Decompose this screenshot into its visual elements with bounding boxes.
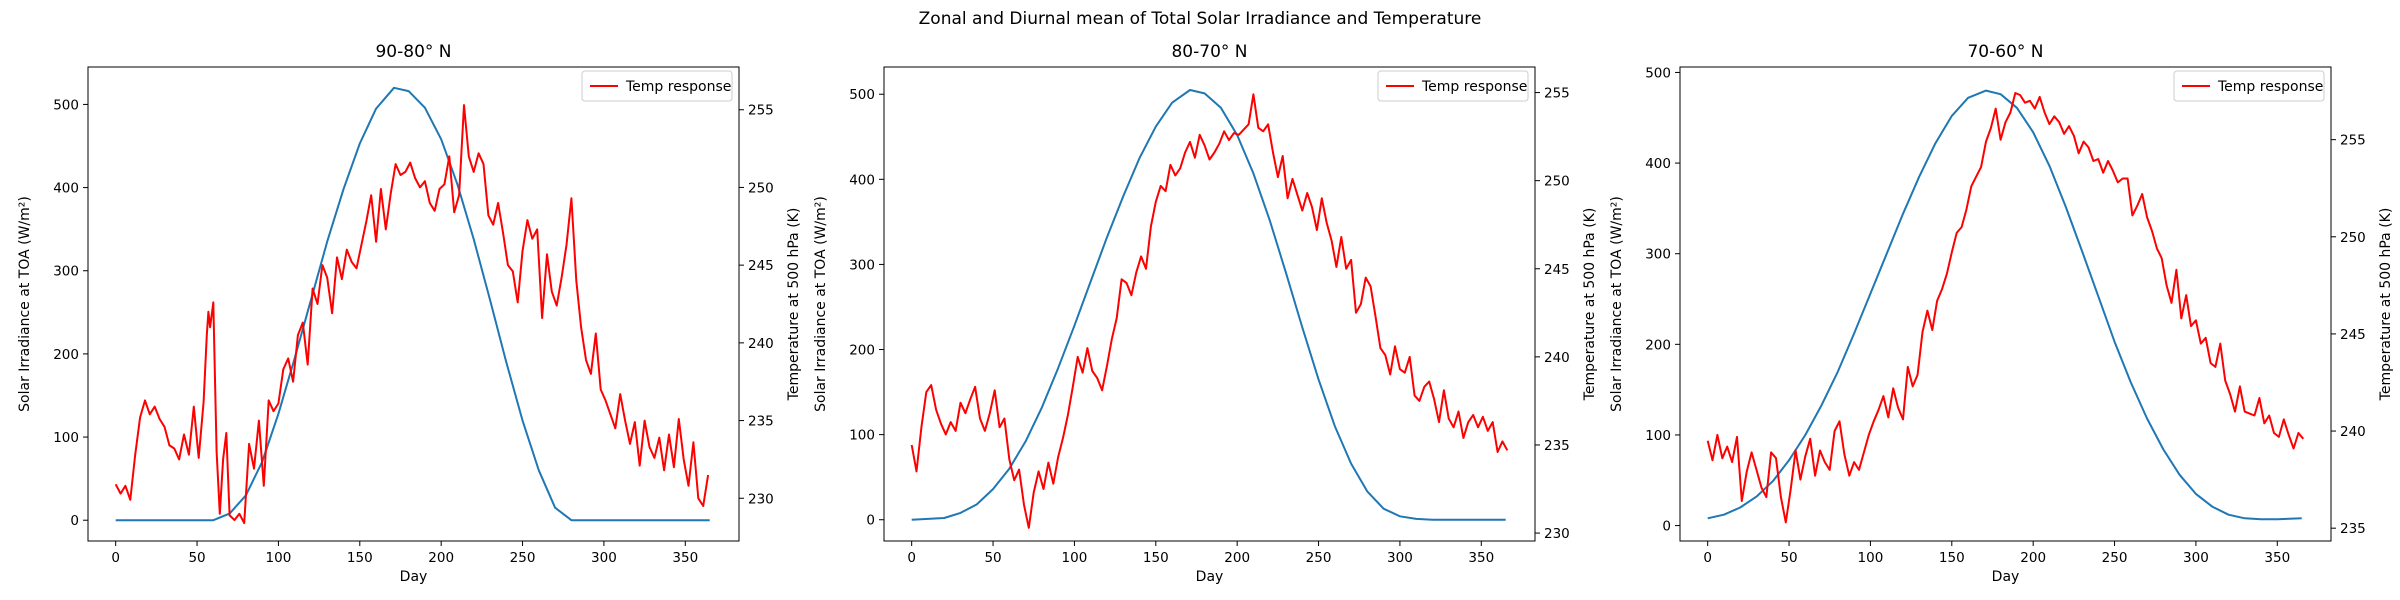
x-tick-label: 150 <box>1143 550 1169 566</box>
x-tick-label: 200 <box>428 550 454 566</box>
y-right-tick-label: 235 <box>2340 521 2366 537</box>
x-tick-label: 100 <box>1858 550 1884 566</box>
x-tick-label: 150 <box>347 550 373 566</box>
y-left-tick-label: 0 <box>1662 519 1671 535</box>
y-right-tick-label: 245 <box>1544 262 1570 278</box>
y-left-tick-label: 200 <box>1645 337 1671 353</box>
legend-box <box>581 70 733 102</box>
y-left-tick-label: 400 <box>1645 156 1671 172</box>
y-right-axis-label: Temperature at 500 hPa (K) <box>786 208 802 402</box>
x-tick-label: 250 <box>1306 550 1332 566</box>
temp-response-line <box>114 104 710 525</box>
x-tick-label: 100 <box>1062 550 1088 566</box>
x-tick-label: 250 <box>2102 550 2128 566</box>
y-right-tick-label: 255 <box>748 103 774 119</box>
x-axis-label: Day <box>1992 569 2020 585</box>
temp-response-line <box>1706 92 2305 524</box>
y-left-tick-label: 300 <box>1645 247 1671 263</box>
y-right-tick-label: 240 <box>748 336 774 352</box>
y-right-tick-label: 255 <box>1544 86 1570 102</box>
legend-label-temp: Temp response <box>625 79 731 95</box>
y-left-tick-label: 300 <box>53 264 79 280</box>
y-right-tick-label: 230 <box>748 491 774 507</box>
temp-response-line <box>910 93 1509 529</box>
x-tick-label: 300 <box>2183 550 2209 566</box>
y-left-tick-label: 100 <box>1645 428 1671 444</box>
legend: Temp response <box>2173 70 2325 102</box>
y-left-tick-label: 500 <box>53 97 79 113</box>
x-tick-label: 100 <box>266 550 292 566</box>
plot-frame <box>883 66 1536 542</box>
y-right-tick-label: 250 <box>748 180 774 196</box>
x-tick-label: 200 <box>1224 550 1250 566</box>
y-left-axis-label: Solar Irradiance at TOA (W/m²) <box>813 196 829 412</box>
y-right-tick-label: 240 <box>1544 350 1570 366</box>
y-left-tick-label: 100 <box>849 428 875 444</box>
y-right-axis-label: Temperature at 500 hPa (K) <box>1582 208 1598 402</box>
x-tick-label: 50 <box>1780 550 1797 566</box>
y-left-tick-label: 200 <box>53 347 79 363</box>
y-right-tick-label: 245 <box>2340 327 2366 343</box>
solar-irradiance-line <box>911 89 1506 521</box>
x-tick-label: 350 <box>672 550 698 566</box>
y-left-tick-label: 0 <box>70 513 79 529</box>
y-left-tick-label: 500 <box>849 87 875 103</box>
legend-label-temp: Temp response <box>1421 79 1527 95</box>
y-left-tick-label: 400 <box>849 172 875 188</box>
legend-label-temp: Temp response <box>2217 79 2323 95</box>
y-left-tick-label: 100 <box>53 430 79 446</box>
panel-1: 0 50 100 150 200 250 300 350 0 100 200 300 400 500 230… <box>17 42 802 585</box>
x-tick-label: 300 <box>1387 550 1413 566</box>
y-left-axis-label: Solar Irradiance at TOA (W/m²) <box>17 196 33 412</box>
panel-title: 80-70° N <box>1171 42 1247 62</box>
y-right-tick-label: 235 <box>1544 438 1570 454</box>
x-tick-label: 300 <box>591 550 617 566</box>
x-tick-label: 0 <box>1703 550 1712 566</box>
panel-title: 90-80° N <box>375 42 451 62</box>
y-right-tick-label: 235 <box>748 414 774 430</box>
y-right-tick-label: 250 <box>1544 174 1570 190</box>
legend-box <box>1377 70 1529 102</box>
x-tick-label: 150 <box>1939 550 1965 566</box>
y-right-tick-label: 245 <box>748 258 774 274</box>
legend-box <box>2173 70 2325 102</box>
x-tick-label: 350 <box>1468 550 1494 566</box>
x-tick-label: 50 <box>188 550 205 566</box>
plot-frame <box>87 66 740 542</box>
x-axis-label: Day <box>400 569 428 585</box>
solar-irradiance-line <box>115 86 710 522</box>
x-tick-label: 350 <box>2264 550 2290 566</box>
y-right-tick-label: 255 <box>2340 133 2366 149</box>
y-right-tick-label: 230 <box>1544 526 1570 542</box>
x-axis-label: Day <box>1196 569 1224 585</box>
panel-2: 0 50 100 150 200 250 300 350 0 100 200 300 400 500 230… <box>813 42 1598 585</box>
y-right-axis-label: Temperature at 500 hPa (K) <box>2378 208 2394 402</box>
figure-suptitle: Zonal and Diurnal mean of Total Solar Ir… <box>919 9 1482 29</box>
x-tick-label: 0 <box>907 550 916 566</box>
y-left-tick-label: 200 <box>849 343 875 359</box>
legend: Temp response <box>581 70 733 102</box>
panel-title: 70-60° N <box>1967 42 2043 62</box>
x-tick-label: 0 <box>111 550 120 566</box>
y-left-tick-label: 300 <box>849 257 875 273</box>
solar-irradiance-line <box>1707 89 2302 521</box>
plot-frame <box>1679 66 2332 542</box>
x-tick-label: 200 <box>2020 550 2046 566</box>
y-right-tick-label: 240 <box>2340 424 2366 440</box>
y-left-tick-label: 400 <box>53 181 79 197</box>
x-tick-label: 50 <box>984 550 1001 566</box>
panel-3: 0 50 100 150 200 250 300 350 0 100 200 300 400 500 235… <box>1609 42 2394 585</box>
y-left-tick-label: 0 <box>866 513 875 529</box>
y-left-tick-label: 500 <box>1645 65 1671 81</box>
x-tick-label: 250 <box>510 550 536 566</box>
legend: Temp response <box>1377 70 1529 102</box>
y-left-axis-label: Solar Irradiance at TOA (W/m²) <box>1609 196 1625 412</box>
y-right-tick-label: 250 <box>2340 230 2366 246</box>
